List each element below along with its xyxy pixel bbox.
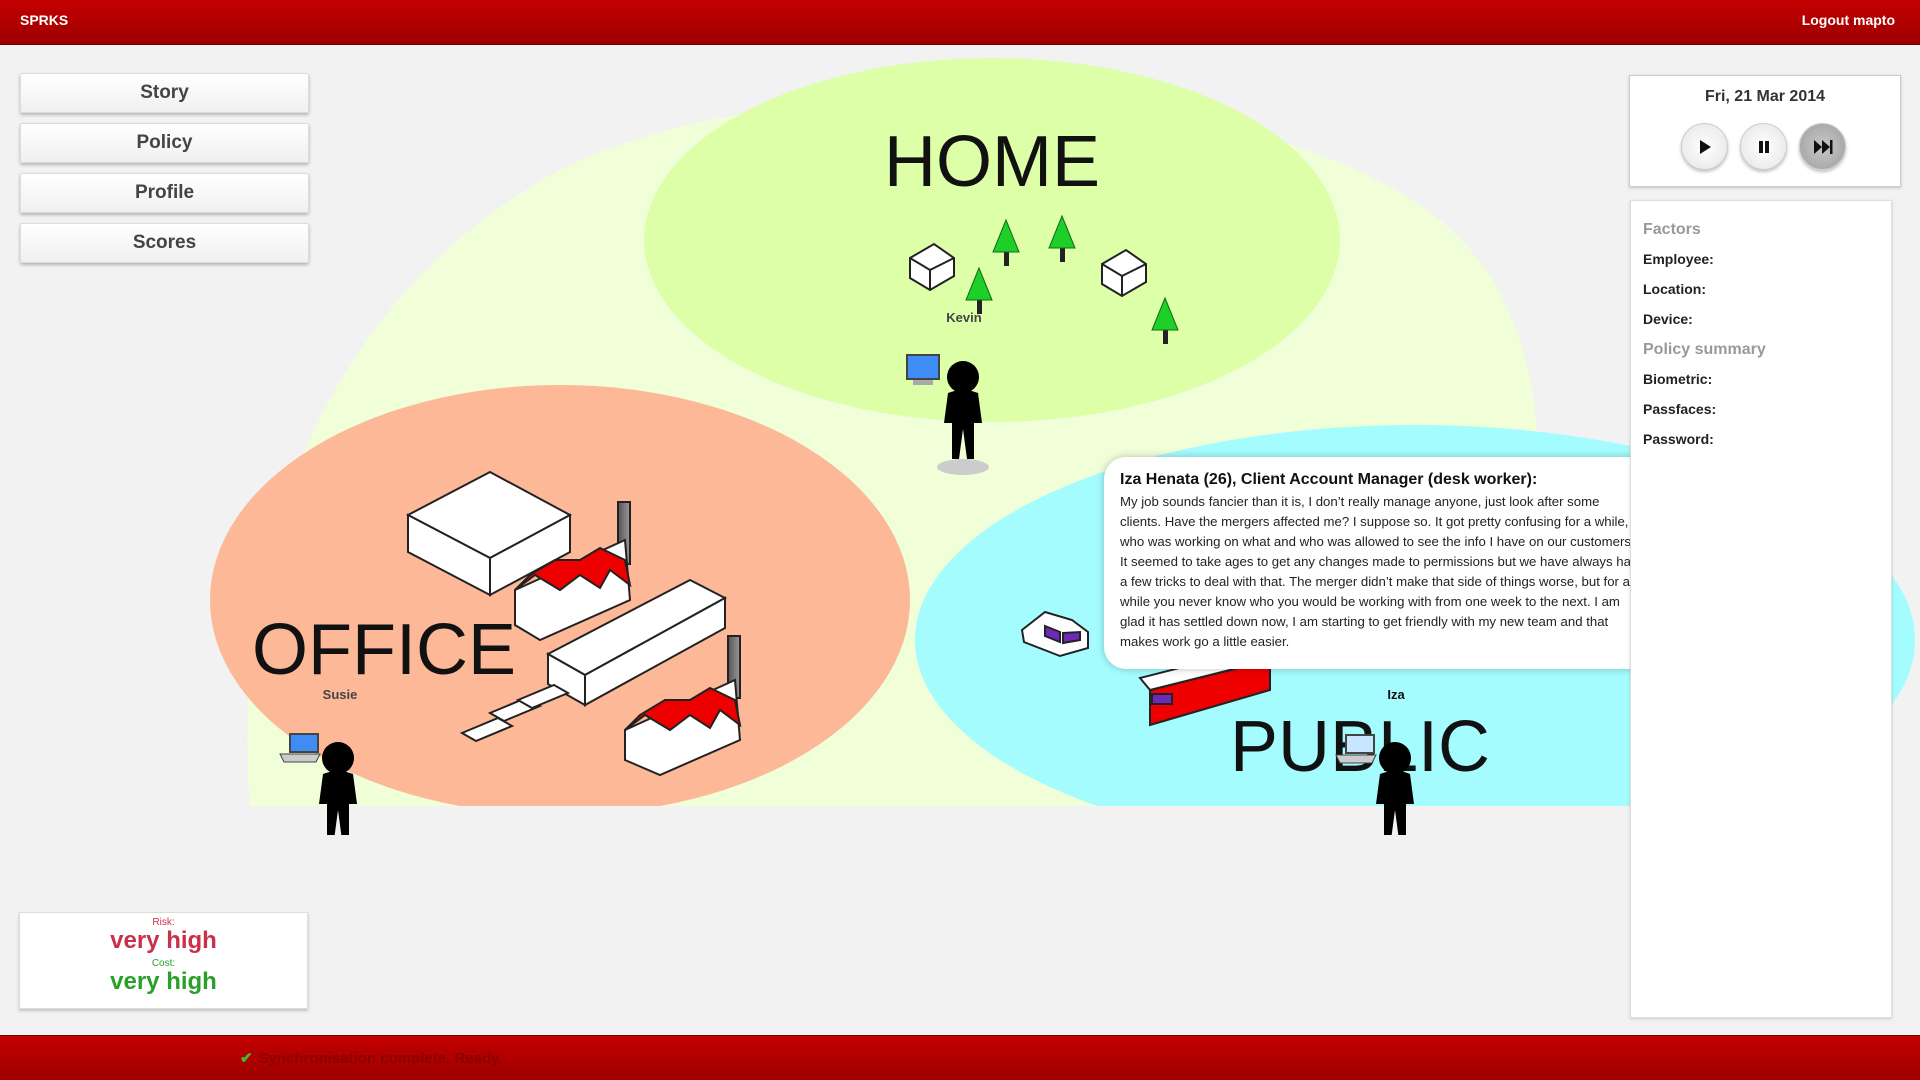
play-button[interactable]	[1681, 123, 1728, 170]
status-text: Synchronisation complete. Ready.	[258, 1050, 503, 1067]
warehouse-icon	[545, 578, 728, 707]
story-text: My job sounds fancier than it is, I don’…	[1120, 494, 1639, 649]
tree-icon	[1151, 296, 1179, 344]
cost-value: very high	[110, 968, 217, 995]
tree-icon	[1048, 214, 1076, 262]
story-bubble[interactable]: Iza Henata (26), Client Account Manager …	[1104, 457, 1674, 669]
fast-forward-icon	[1813, 139, 1832, 154]
office-zone-label: OFFICE	[252, 610, 516, 690]
nav-scores-button[interactable]: Scores	[20, 223, 309, 263]
app-title: SPRKS	[20, 12, 69, 28]
risk-cost-panel: Risk: very high Cost: very high	[19, 912, 308, 1009]
bench-icon	[459, 683, 571, 743]
factor-device: Device:	[1643, 311, 1693, 327]
pause-button[interactable]	[1740, 123, 1787, 170]
tree-icon	[965, 266, 993, 314]
status-bar: ✔ Synchronisation complete. Ready.	[0, 1035, 1920, 1080]
tree-icon	[992, 218, 1020, 266]
factory-icon	[624, 635, 742, 777]
house-icon	[1101, 248, 1147, 298]
current-date: Fri, 21 Mar 2014	[1704, 88, 1826, 105]
character-name: Susie	[323, 687, 358, 702]
play-icon	[1699, 139, 1711, 154]
factors-panel: Factors Employee: Location: Device: Poli…	[1630, 200, 1892, 1018]
policy-passfaces: Passfaces:	[1643, 401, 1717, 417]
nav-policy-button[interactable]: Policy	[20, 123, 309, 163]
story-title: Iza Henata (26), Client Account Manager …	[1120, 471, 1538, 488]
desktop-icon	[906, 354, 940, 385]
top-bar: SPRKS Logout mapto	[0, 0, 1920, 45]
factor-location: Location:	[1643, 281, 1706, 297]
character-kevin[interactable]: Kevin	[937, 310, 989, 475]
factor-employee: Employee:	[1643, 251, 1714, 267]
checkmark-icon: ✔	[240, 1050, 253, 1067]
car-icon	[1020, 610, 1089, 658]
pause-icon	[1758, 140, 1769, 153]
laptop-icon	[1335, 734, 1377, 764]
factory-icon	[514, 501, 632, 642]
policy-biometric: Biometric:	[1643, 371, 1713, 387]
character-name: Iza	[1387, 687, 1405, 702]
status-message: ✔ Synchronisation complete. Ready.	[240, 1049, 503, 1067]
policy-password: Password:	[1643, 431, 1714, 447]
logout-link[interactable]: Logout mapto	[1801, 12, 1895, 28]
office-building-icon	[405, 470, 573, 597]
cost-label: Cost:	[151, 958, 176, 969]
nav-profile-button[interactable]: Profile	[20, 173, 309, 213]
home-zone-label: HOME	[884, 122, 1100, 202]
fast-forward-button[interactable]	[1799, 123, 1846, 170]
policy-summary-heading: Policy summary	[1643, 341, 1766, 358]
factors-heading: Factors	[1643, 221, 1701, 238]
character-name: Kevin	[946, 310, 981, 325]
risk-value: very high	[110, 927, 217, 954]
house-icon	[909, 242, 955, 292]
nav-story-button[interactable]: Story	[20, 73, 309, 113]
clock-panel: Fri, 21 Mar 2014	[1629, 75, 1901, 187]
home-zone[interactable]	[644, 58, 1340, 422]
laptop-icon	[279, 733, 321, 763]
risk-label: Risk:	[152, 917, 175, 928]
